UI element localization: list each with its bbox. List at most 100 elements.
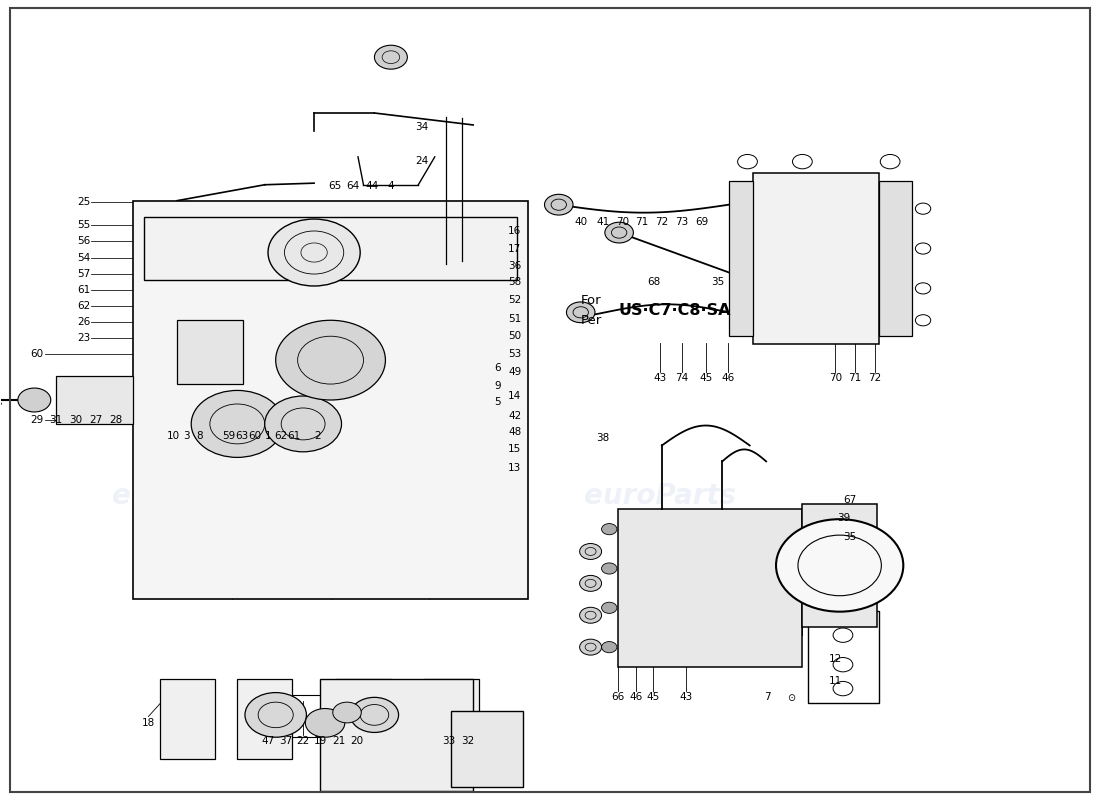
- Text: 38: 38: [596, 434, 609, 443]
- Text: 50: 50: [508, 331, 521, 342]
- Circle shape: [544, 194, 573, 215]
- Text: 4: 4: [387, 182, 394, 191]
- Circle shape: [580, 607, 602, 623]
- Text: For: For: [581, 294, 602, 307]
- Text: 46: 46: [722, 373, 735, 382]
- Text: 42: 42: [508, 411, 521, 421]
- Text: 69: 69: [695, 218, 708, 227]
- Circle shape: [605, 222, 634, 243]
- Text: 30: 30: [69, 415, 82, 425]
- Text: 47: 47: [262, 736, 275, 746]
- Text: 26: 26: [77, 317, 90, 327]
- Text: 61: 61: [288, 431, 301, 441]
- Circle shape: [245, 693, 307, 738]
- Text: 33: 33: [442, 736, 455, 746]
- Text: euroParts: euroParts: [584, 482, 736, 510]
- Text: 6: 6: [494, 363, 501, 373]
- Text: 37: 37: [279, 736, 293, 746]
- Polygon shape: [336, 679, 390, 758]
- Circle shape: [276, 320, 385, 400]
- Text: 44: 44: [365, 182, 378, 191]
- Text: 8: 8: [197, 431, 204, 441]
- Text: 59: 59: [222, 431, 235, 441]
- Text: 62: 62: [77, 301, 90, 311]
- Text: 68: 68: [648, 277, 661, 287]
- Text: Per: Per: [581, 314, 602, 326]
- Polygon shape: [56, 376, 133, 424]
- Text: 71: 71: [636, 218, 649, 227]
- Text: 70: 70: [616, 218, 629, 227]
- Polygon shape: [424, 679, 478, 758]
- Text: 72: 72: [656, 218, 669, 227]
- Polygon shape: [618, 510, 802, 667]
- Text: 15: 15: [508, 445, 521, 454]
- Text: 29: 29: [30, 415, 43, 425]
- Text: 53: 53: [508, 349, 521, 358]
- Text: 65: 65: [328, 182, 342, 191]
- Circle shape: [374, 46, 407, 69]
- Text: 74: 74: [675, 373, 689, 382]
- Circle shape: [265, 396, 341, 452]
- Circle shape: [580, 639, 602, 655]
- Text: 45: 45: [700, 373, 713, 382]
- Text: 56: 56: [77, 235, 90, 246]
- Text: 28: 28: [109, 415, 122, 425]
- Polygon shape: [238, 679, 293, 758]
- Text: 10: 10: [167, 431, 180, 441]
- Text: 22: 22: [297, 736, 310, 746]
- Text: 70: 70: [828, 373, 842, 382]
- Circle shape: [776, 519, 903, 612]
- Text: 66: 66: [612, 691, 625, 702]
- Circle shape: [350, 698, 398, 733]
- Text: 51: 51: [508, 314, 521, 324]
- Text: 17: 17: [508, 243, 521, 254]
- Text: 67: 67: [843, 494, 856, 505]
- Circle shape: [18, 388, 51, 412]
- Text: 55: 55: [77, 220, 90, 230]
- Text: 1: 1: [265, 431, 272, 441]
- Polygon shape: [161, 679, 216, 758]
- Text: 45: 45: [647, 691, 660, 702]
- Circle shape: [332, 702, 361, 723]
- Polygon shape: [144, 217, 517, 281]
- Text: 13: 13: [508, 462, 521, 473]
- Text: 16: 16: [508, 226, 521, 236]
- Text: 39: 39: [837, 513, 850, 523]
- Text: 5: 5: [494, 397, 501, 406]
- Text: 21: 21: [332, 736, 346, 746]
- Text: 63: 63: [235, 431, 249, 441]
- Polygon shape: [133, 201, 528, 599]
- Text: 32: 32: [461, 736, 474, 746]
- Text: 48: 48: [508, 427, 521, 437]
- Text: 23: 23: [77, 333, 90, 343]
- Text: 34: 34: [415, 122, 428, 132]
- Text: ⊙: ⊙: [788, 693, 795, 703]
- Text: 9: 9: [494, 381, 501, 390]
- Text: 12: 12: [828, 654, 842, 664]
- Polygon shape: [754, 173, 879, 344]
- Text: euroParts: euroParts: [112, 482, 264, 510]
- Text: US·C7·C8·SA: US·C7·C8·SA: [618, 303, 730, 318]
- Text: 72: 72: [868, 373, 881, 382]
- Text: 57: 57: [77, 269, 90, 279]
- Text: 35: 35: [712, 277, 725, 287]
- Circle shape: [580, 575, 602, 591]
- Text: 52: 52: [508, 295, 521, 306]
- Circle shape: [566, 302, 595, 322]
- Text: 71: 71: [848, 373, 861, 382]
- Text: 11: 11: [828, 676, 842, 686]
- Circle shape: [191, 390, 284, 458]
- Text: 73: 73: [675, 218, 689, 227]
- Circle shape: [602, 523, 617, 534]
- Text: 20: 20: [350, 736, 363, 746]
- Text: 7: 7: [763, 691, 771, 702]
- Circle shape: [268, 219, 360, 286]
- Text: 61: 61: [77, 285, 90, 295]
- Text: 25: 25: [77, 198, 90, 207]
- Text: 64: 64: [345, 182, 359, 191]
- Text: 62: 62: [275, 431, 288, 441]
- Text: 43: 43: [680, 691, 693, 702]
- Text: 60: 60: [249, 431, 262, 441]
- Polygon shape: [802, 504, 877, 627]
- Text: 3: 3: [184, 431, 190, 441]
